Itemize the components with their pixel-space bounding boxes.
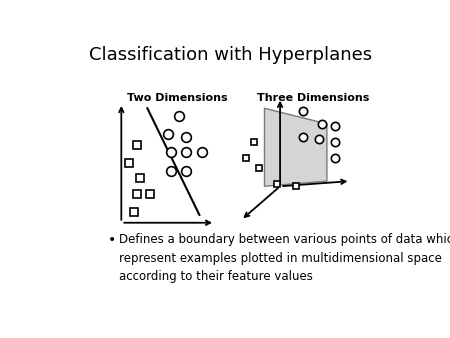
Text: Three Dimensions: Three Dimensions bbox=[256, 93, 369, 103]
Polygon shape bbox=[265, 108, 327, 186]
Text: Defines a boundary between various points of data which
represent examples plott: Defines a boundary between various point… bbox=[119, 233, 450, 283]
Text: Classification with Hyperplanes: Classification with Hyperplanes bbox=[89, 46, 372, 64]
Text: •: • bbox=[108, 233, 117, 247]
Text: Two Dimensions: Two Dimensions bbox=[126, 93, 227, 103]
